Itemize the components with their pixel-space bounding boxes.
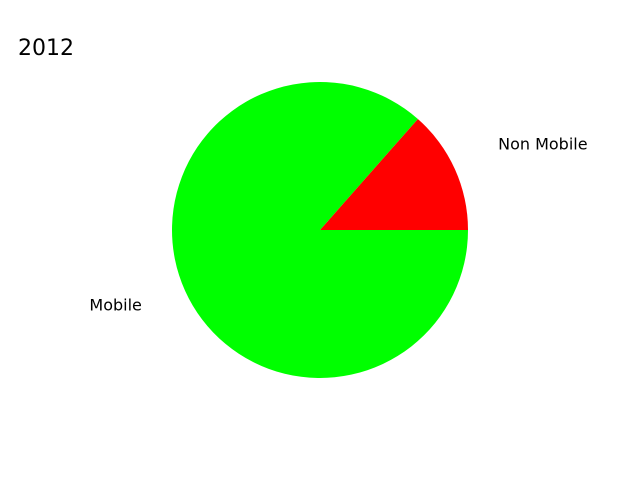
pie-labels: Non Mobile Mobile xyxy=(89,135,587,315)
pie-slices xyxy=(172,82,468,379)
pie-slice-non-mobile xyxy=(320,118,468,230)
chart-title: 2012 xyxy=(18,36,74,61)
pie-slice-mobile xyxy=(172,82,468,379)
slice-label-non-mobile: Non Mobile xyxy=(498,135,587,154)
slice-label-mobile: Mobile xyxy=(89,295,141,314)
